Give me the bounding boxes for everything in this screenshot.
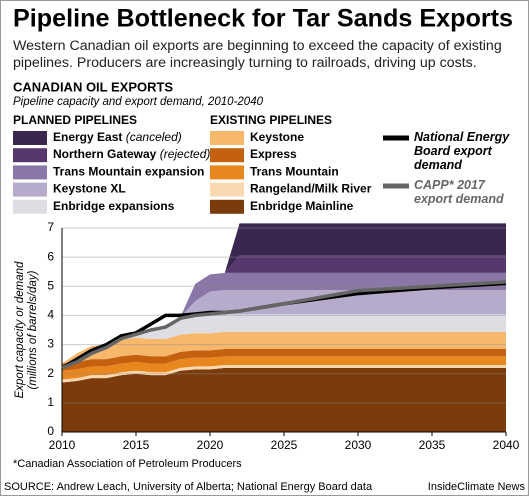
credit: InsideClimate News bbox=[428, 481, 526, 493]
y-axis-label: Export capacity or demand bbox=[14, 261, 26, 398]
x-tick-label: 2040 bbox=[493, 438, 520, 452]
legend-name: Rangeland/Milk River bbox=[250, 182, 372, 196]
legend-name: Trans Mountain expansion bbox=[53, 165, 204, 179]
y-tick-label: 7 bbox=[47, 220, 54, 234]
legend-label: National Energy Board export demand bbox=[414, 130, 510, 172]
y-tick-label: 3 bbox=[47, 337, 54, 351]
area bbox=[62, 272, 506, 364]
y-axis-label: (millions of barrels/day) bbox=[27, 270, 39, 389]
x-tick-label: 2010 bbox=[49, 438, 76, 452]
legend-name: Northern Gateway bbox=[53, 147, 157, 161]
legend-label: Energy East (canceled) bbox=[53, 130, 182, 144]
subtitle: Western Canadian oil exports are beginni… bbox=[13, 38, 502, 71]
legend-label: Express bbox=[250, 147, 297, 161]
legend-swatch bbox=[210, 148, 244, 163]
area bbox=[62, 314, 506, 364]
x-tick-label: 2015 bbox=[123, 438, 150, 452]
legend-group-title: PLANNED PIPELINES bbox=[13, 113, 137, 127]
y-tick-label: 0 bbox=[47, 424, 54, 438]
chart-subtitle: Pipeline capacity and export demand, 201… bbox=[13, 96, 264, 108]
legend-label: Northern Gateway (rejected) bbox=[53, 147, 210, 161]
legend-note: (canceled) bbox=[126, 130, 182, 144]
area bbox=[62, 356, 506, 380]
legend-label: Enbridge expansions bbox=[53, 199, 175, 213]
area bbox=[62, 348, 506, 371]
legend-label: Trans Mountain bbox=[250, 165, 339, 179]
legend-swatch bbox=[13, 182, 47, 197]
legend-label: Enbridge Mainline bbox=[250, 199, 354, 213]
area bbox=[62, 331, 506, 364]
legend-swatch bbox=[13, 131, 47, 145]
y-tick-label: 6 bbox=[47, 249, 54, 263]
legend-name: Enbridge Mainline bbox=[250, 199, 354, 213]
area bbox=[62, 223, 506, 364]
area bbox=[62, 255, 506, 364]
area bbox=[62, 367, 506, 432]
legend-label: Keystone bbox=[250, 130, 304, 144]
y-tick-label: 2 bbox=[47, 366, 54, 380]
legend-swatch bbox=[13, 165, 47, 180]
chart-title: CANADIAN OIL EXPORTS bbox=[13, 79, 173, 94]
legend-label: Keystone XL bbox=[53, 182, 126, 196]
legend-label: Trans Mountain expansion bbox=[53, 165, 204, 179]
legend-name: Keystone XL bbox=[53, 182, 126, 196]
area bbox=[62, 364, 506, 383]
demand-line bbox=[61, 280, 507, 370]
title: Pipeline Bottleneck for Tar Sands Export… bbox=[13, 5, 513, 33]
legend-note: (rejected) bbox=[160, 147, 211, 161]
legend-swatch bbox=[210, 199, 244, 214]
legend-group-title: EXISTING PIPELINES bbox=[210, 113, 332, 127]
y-tick-label: 4 bbox=[47, 308, 54, 322]
x-tick-label: 2025 bbox=[271, 438, 298, 452]
legend-swatch bbox=[210, 182, 244, 197]
legend-swatch bbox=[13, 148, 47, 163]
area bbox=[62, 290, 506, 364]
legend-name: Keystone bbox=[250, 130, 304, 144]
footnote: *Canadian Association of Petroleum Produ… bbox=[13, 458, 242, 470]
y-tick-label: 5 bbox=[47, 278, 54, 292]
x-tick-label: 2020 bbox=[197, 438, 224, 452]
legend-label: Rangeland/Milk River bbox=[250, 182, 372, 196]
legend-label: CAPP* 2017 export demand bbox=[414, 178, 504, 206]
y-tick-label: 1 bbox=[47, 395, 54, 409]
legend-swatch bbox=[210, 131, 244, 145]
legend-name: Enbridge expansions bbox=[53, 199, 175, 213]
legend-name: Trans Mountain bbox=[250, 165, 339, 179]
legend-name: Express bbox=[250, 147, 297, 161]
legend-swatch bbox=[210, 165, 244, 180]
x-tick-label: 2035 bbox=[419, 438, 446, 452]
source: SOURCE: Andrew Leach, University of Albe… bbox=[4, 481, 373, 493]
x-tick-label: 2030 bbox=[345, 438, 372, 452]
legend-name: Energy East bbox=[53, 130, 122, 144]
legend-swatch bbox=[13, 199, 47, 214]
